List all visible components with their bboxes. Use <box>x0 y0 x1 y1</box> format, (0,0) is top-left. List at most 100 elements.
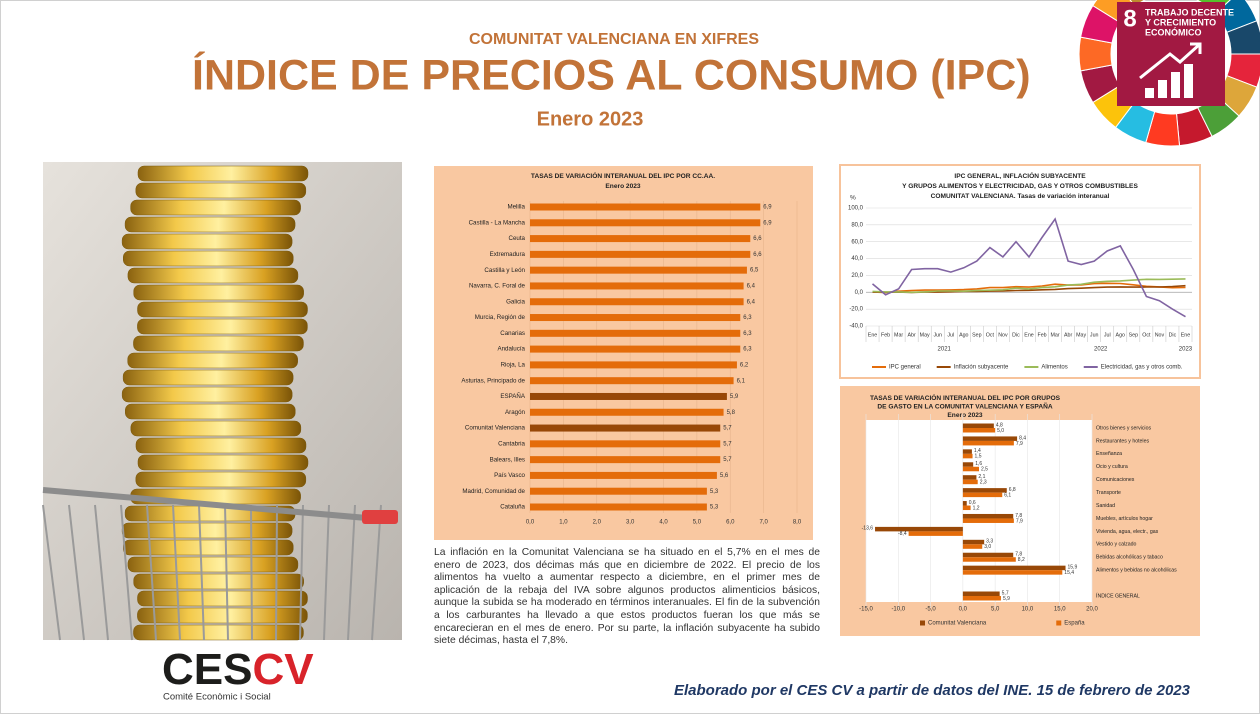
x-tick-label: 0,0 <box>959 607 968 613</box>
bar <box>530 456 721 464</box>
cart-wire <box>42 504 61 641</box>
value-label: 6,4 <box>747 284 756 290</box>
value-label: 5,7 <box>723 441 732 447</box>
value-label: 6,3 <box>743 331 752 337</box>
coin <box>137 318 308 335</box>
x-tick-label: -10,0 <box>891 607 905 613</box>
sdg-icon-bar <box>1145 88 1154 98</box>
chart: IPC GENERAL, INFLACIÓN SUBYACENTE Y GRUPO… <box>839 164 1201 379</box>
category-label: Transporte <box>1096 490 1121 496</box>
y-tick-label: -20,0 <box>849 307 863 313</box>
coin <box>137 590 308 607</box>
bar <box>530 282 744 290</box>
category-label: País Vasco <box>494 472 525 479</box>
x-tick-label: -5,0 <box>925 607 936 613</box>
sdg-label: Y CRECIMIENTO <box>1145 17 1216 27</box>
bar <box>530 266 747 274</box>
bar <box>962 565 1066 571</box>
cart-rail <box>42 487 391 523</box>
x-tick-label: Ago <box>1116 332 1125 338</box>
bar <box>908 531 963 536</box>
chart: TASAS DE VARIACIÓN INTERANUAL DEL IPC PO… <box>434 166 813 540</box>
x-tick-label: Mar <box>1051 332 1060 338</box>
category-label: Alimentos y bebidas no alcohólicas <box>1096 568 1177 574</box>
x-tick-label: Jun <box>1090 332 1099 338</box>
main-title: ÍNDICE DE PRECIOS AL CONSUMO (IPC) <box>192 51 1031 99</box>
coin <box>133 573 304 590</box>
value-label: 6,9 <box>763 220 772 226</box>
category-label: Sanidad <box>1096 503 1115 509</box>
x-tick-label: -15,0 <box>859 607 873 613</box>
category-label: Comunicaciones <box>1096 477 1135 483</box>
bar <box>530 392 727 400</box>
x-tick-label: Ago <box>959 332 968 338</box>
category-label: Navarra, C. Foral de <box>469 283 526 290</box>
y-tick-label: 20,0 <box>851 273 863 279</box>
sdg-label: ECONÓMICO <box>1145 26 1202 37</box>
value-label: 6,8 <box>1009 487 1016 493</box>
legend-label: IPC general <box>889 365 921 371</box>
bar <box>530 314 741 322</box>
x-tick-label: Dic <box>1169 332 1177 338</box>
x-tick-label: 5,0 <box>991 607 1000 613</box>
x-tick-label: Ene <box>868 332 877 338</box>
category-label: Cataluña <box>500 504 525 511</box>
coin <box>133 624 304 641</box>
category-label: Castilla y León <box>484 267 525 274</box>
cart-wire <box>371 504 382 641</box>
legend-swatch <box>920 620 925 626</box>
coin <box>127 352 298 369</box>
cart-wire <box>323 504 330 641</box>
cart-wire <box>198 504 205 641</box>
cart-wire <box>94 504 109 641</box>
category-label: Rioja, La <box>501 362 526 369</box>
category-label: ÍNDICE GENERAL <box>1096 592 1140 599</box>
value-label: 0,6 <box>969 500 976 506</box>
category-label: Murcia, Región de <box>475 314 526 321</box>
value-label: 5,7 <box>1002 590 1009 596</box>
bar <box>962 552 1014 558</box>
x-tick-label: Feb <box>1037 332 1046 338</box>
category-label: ESPAÑA <box>500 393 526 400</box>
cart-wire <box>224 504 229 641</box>
coin <box>122 369 294 386</box>
bar <box>875 526 963 532</box>
bar <box>962 544 983 549</box>
chart-panel <box>839 164 1201 379</box>
value-label: 6,1 <box>1004 492 1011 498</box>
value-label: 2,5 <box>981 467 988 473</box>
bar <box>962 513 1014 519</box>
coin <box>135 182 307 199</box>
value-label: -13,6 <box>862 526 874 532</box>
category-label: Aragón <box>505 409 526 416</box>
x-tick-label: 0,0 <box>526 520 535 526</box>
chart-title: Enero 2023 <box>605 183 641 190</box>
value-label: 7,8 <box>1015 552 1022 558</box>
value-label: 6,6 <box>753 252 762 258</box>
cart-wire <box>120 504 133 641</box>
x-tick-label: 20,0 <box>1086 607 1098 613</box>
value-label: 6,9 <box>763 205 772 211</box>
chart-title: COMUNITAT VALENCIANA. Tasas de variación… <box>931 193 1110 200</box>
y-tick-label: 80,0 <box>851 222 863 228</box>
value-label: 15,9 <box>1068 564 1078 570</box>
x-tick-label: May <box>1076 332 1086 338</box>
x-tick-label: 7,0 <box>759 520 768 526</box>
bar <box>962 505 971 511</box>
value-label: 5,0 <box>997 428 1004 434</box>
legend-label: Alimentos <box>1041 365 1067 371</box>
x-tick-label: Jul <box>1104 332 1111 338</box>
series-line <box>872 278 1186 294</box>
paragraph: La inflación en la Comunitat Valenciana … <box>434 547 820 647</box>
bar <box>530 424 721 432</box>
category-label: Restaurantes y hoteles <box>1096 438 1149 444</box>
value-label: 1,5 <box>975 454 982 460</box>
bar <box>962 492 1003 498</box>
bar <box>962 475 977 480</box>
logo-ces: CES <box>162 645 252 694</box>
logo: CESCV <box>162 645 314 694</box>
photo <box>42 162 402 641</box>
y-axis-label: % <box>850 195 856 202</box>
category-label: Galicia <box>506 298 525 305</box>
chart-title: DE GASTO EN LA COMUNITAT VALENCIANA Y ES… <box>877 401 1052 410</box>
